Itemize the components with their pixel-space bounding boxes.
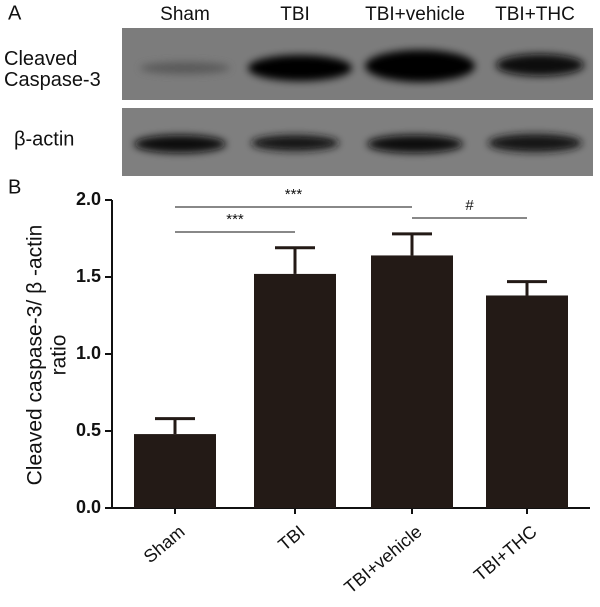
y-axis-label: ratio xyxy=(48,335,71,376)
y-axis-label: Cleaved caspase-3/ β -actin xyxy=(24,225,47,486)
lane-label: TBI+vehicle xyxy=(365,4,465,25)
band xyxy=(367,135,463,153)
y-tick-label: 1.5 xyxy=(76,266,101,286)
significance-label: *** xyxy=(285,186,303,203)
bar xyxy=(254,273,336,508)
significance-label: # xyxy=(465,197,474,214)
lane-label: TBI+THC xyxy=(495,4,575,25)
band xyxy=(134,135,226,153)
band xyxy=(496,54,584,76)
x-tick-label: TBI+vehicle xyxy=(340,521,425,597)
y-tick-label: 0.5 xyxy=(76,420,101,440)
band xyxy=(365,50,475,82)
bar xyxy=(371,255,453,508)
y-tick-label: 2.0 xyxy=(76,189,101,209)
y-tick-label: 0.0 xyxy=(76,497,101,517)
significance-label: *** xyxy=(226,211,244,228)
panel-label: A xyxy=(8,2,22,24)
x-tick-label: TBI+THC xyxy=(470,521,541,585)
blot-label: Cleaved Caspase-3 xyxy=(4,48,101,91)
blot-label: β-actin xyxy=(14,128,74,150)
band xyxy=(140,62,230,74)
bar xyxy=(134,434,216,508)
band xyxy=(251,135,339,151)
y-tick-label: 1.0 xyxy=(76,343,101,363)
panel-label: B xyxy=(8,176,21,198)
band xyxy=(488,134,582,152)
lane-label: Sham xyxy=(160,4,210,25)
lane-label: TBI xyxy=(280,4,310,25)
bar xyxy=(486,295,568,508)
bands xyxy=(134,50,584,153)
x-tick-label: Sham xyxy=(140,521,189,567)
band xyxy=(248,55,352,81)
x-tick-label: TBI xyxy=(274,521,308,554)
